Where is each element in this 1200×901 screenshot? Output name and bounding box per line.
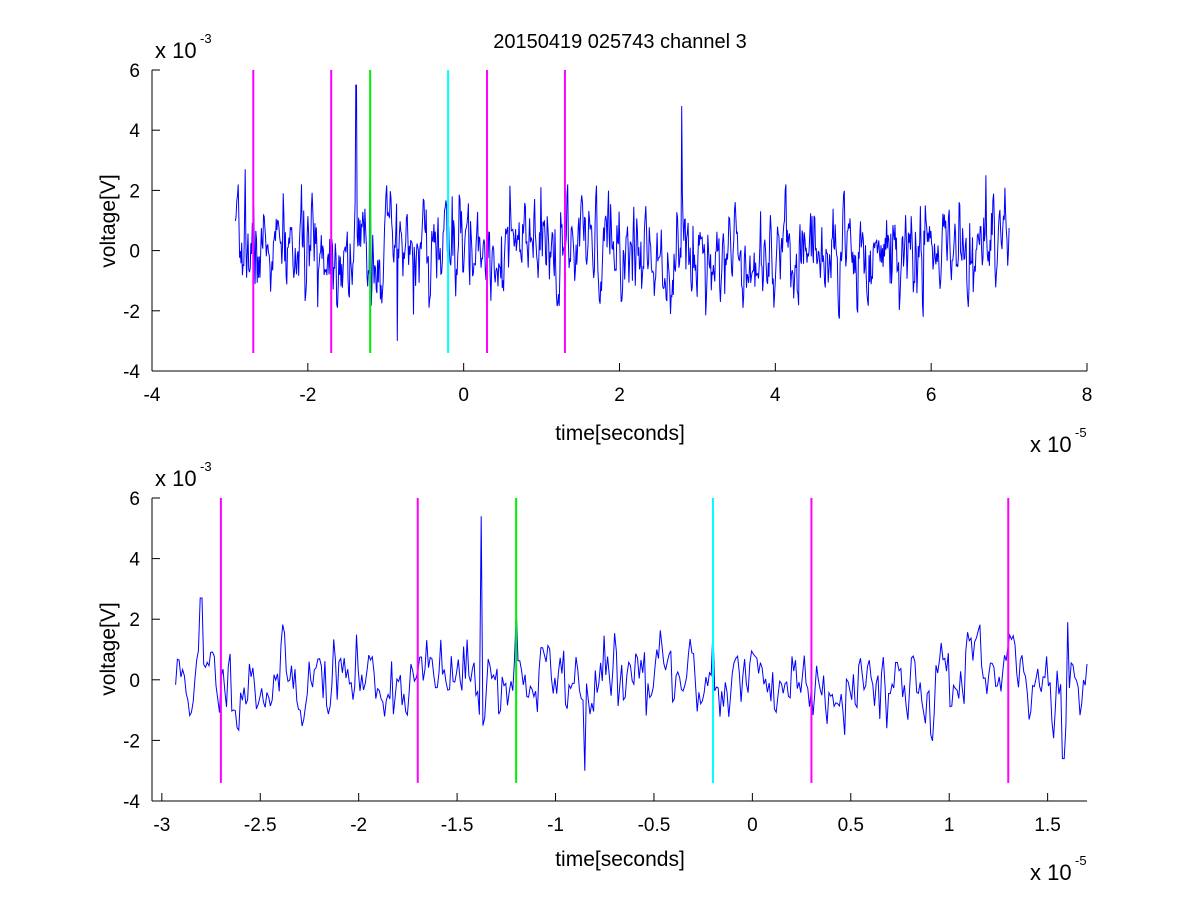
y-tick-label: 2 bbox=[129, 610, 140, 631]
x-tick-label: -4 bbox=[144, 385, 161, 406]
x-tick-label: -2 bbox=[299, 385, 316, 406]
y-tick-label: -4 bbox=[123, 792, 140, 813]
signal-trace bbox=[234, 84, 1010, 341]
x-tick-label: -1 bbox=[547, 815, 564, 836]
y-tick-label: -4 bbox=[123, 362, 140, 383]
x-tick-label: 8 bbox=[1082, 385, 1093, 406]
x-tick-label: 4 bbox=[770, 385, 781, 406]
signal-trace bbox=[175, 516, 1088, 771]
x-tick-label: 0.5 bbox=[838, 815, 864, 836]
bottom-plot-area: -3 -2.5 -2 -1.5 -1 -0.5 0 0.5 1 1.5 -4 -2 0 2 4 6 bbox=[123, 489, 1088, 836]
top-y-axis-label: voltage[V] bbox=[97, 174, 120, 267]
x-tick-label: 2 bbox=[614, 385, 625, 406]
bottom-x-multiplier: x 10 bbox=[1030, 860, 1072, 885]
x-tick-label: 0 bbox=[747, 815, 758, 836]
y-tick-label: -2 bbox=[123, 302, 140, 323]
y-tick-label: 6 bbox=[129, 61, 140, 82]
y-tick-label: 2 bbox=[129, 181, 140, 202]
top-y-multiplier: x 10 bbox=[155, 38, 197, 63]
y-tick-label: 6 bbox=[129, 489, 140, 510]
top-x-exponent: -5 bbox=[1075, 425, 1087, 440]
bottom-y-exponent: -3 bbox=[200, 459, 212, 474]
bottom-x-axis-label: time[seconds] bbox=[555, 848, 685, 871]
x-tick-label: -3 bbox=[153, 815, 170, 836]
bottom-panel: x 10 -3 voltage[V] time[seconds] x 10 -5… bbox=[97, 459, 1088, 885]
y-tick-label: -2 bbox=[123, 731, 140, 752]
top-x-multiplier: x 10 bbox=[1030, 432, 1072, 457]
x-tick-label: -0.5 bbox=[638, 815, 671, 836]
x-tick-label: -2.5 bbox=[244, 815, 277, 836]
top-panel: 20150419 025743 channel 3 x 10 -3 voltag… bbox=[97, 31, 1092, 457]
x-tick-label: 6 bbox=[926, 385, 937, 406]
top-plot-area: -4 -2 0 2 4 6 8 -4 -2 0 2 4 6 bbox=[123, 61, 1092, 406]
x-tick-label: 1.5 bbox=[1034, 815, 1060, 836]
y-tick-label: 4 bbox=[129, 550, 140, 571]
x-tick-label: 1 bbox=[944, 815, 955, 836]
x-tick-label: -1.5 bbox=[441, 815, 474, 836]
top-y-exponent: -3 bbox=[200, 31, 212, 46]
y-tick-label: 4 bbox=[129, 121, 140, 142]
chart-title: 20150419 025743 channel 3 bbox=[493, 31, 747, 53]
bottom-y-axis-label: voltage[V] bbox=[97, 602, 120, 695]
y-tick-label: 0 bbox=[129, 671, 140, 692]
x-tick-label: -2 bbox=[350, 815, 367, 836]
x-tick-label: 0 bbox=[458, 385, 469, 406]
y-tick-label: 0 bbox=[129, 242, 140, 263]
bottom-x-exponent: -5 bbox=[1075, 853, 1087, 868]
bottom-y-multiplier: x 10 bbox=[155, 466, 197, 491]
top-x-axis-label: time[seconds] bbox=[555, 422, 685, 445]
